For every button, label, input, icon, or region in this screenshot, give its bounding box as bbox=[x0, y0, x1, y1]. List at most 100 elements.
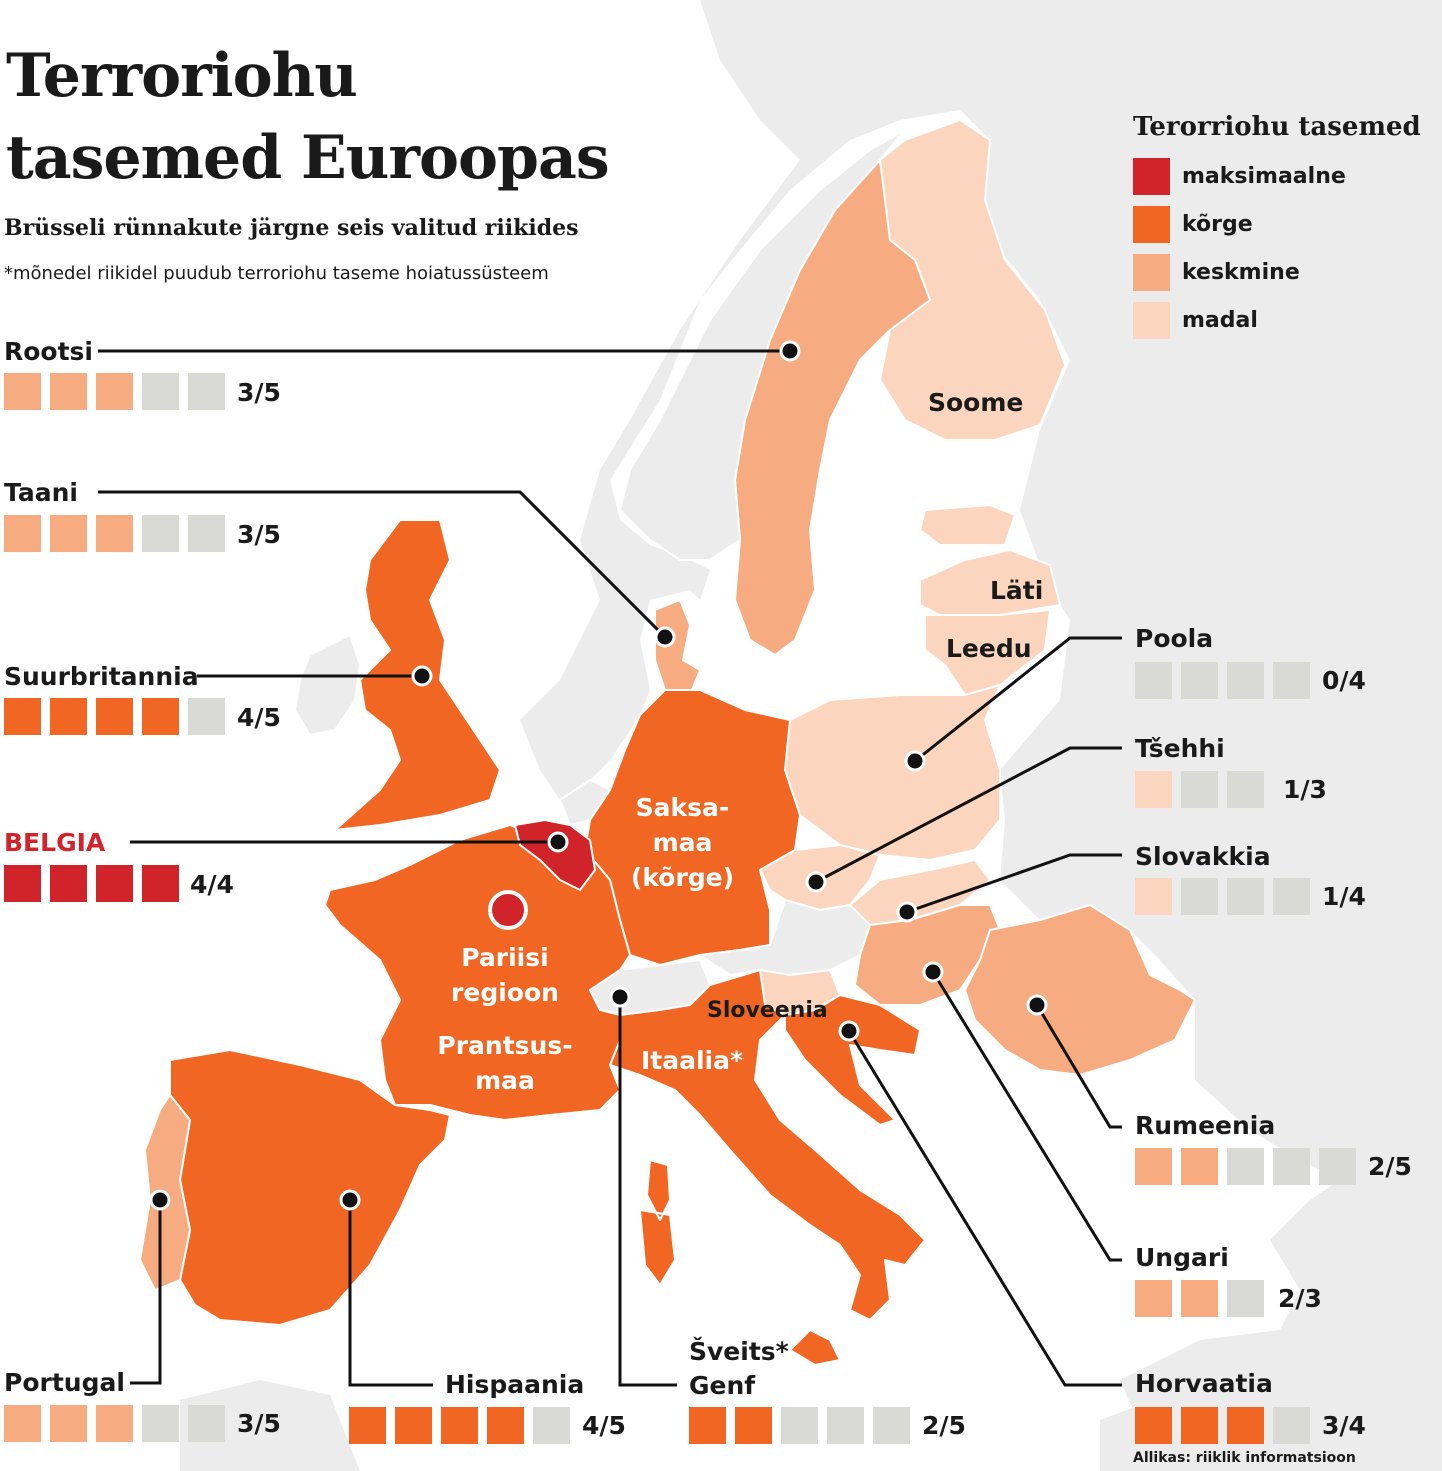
level-box-empty bbox=[1181, 662, 1218, 699]
level-box-empty bbox=[781, 1407, 818, 1444]
level-box-filled bbox=[142, 865, 179, 902]
level-box-filled bbox=[50, 698, 87, 735]
level-box-filled bbox=[50, 865, 87, 902]
score-portugal: 3/5 bbox=[237, 1409, 281, 1438]
level-box-filled bbox=[395, 1407, 432, 1444]
level-box-filled bbox=[50, 1405, 87, 1442]
leader-lines bbox=[98, 349, 1122, 1387]
legend-title: Terorriohu tasemed bbox=[1133, 112, 1421, 142]
score-rumeenia: 2/5 bbox=[1368, 1152, 1412, 1181]
leader-line-portugal bbox=[130, 1200, 162, 1385]
marker-hispaania bbox=[339, 1189, 361, 1211]
level-box-empty bbox=[1273, 1407, 1310, 1444]
marker-rumeenia bbox=[1026, 994, 1048, 1016]
map-norway bbox=[619, 129, 906, 561]
legend-rows: maksimaalne kõrge keskmine madal bbox=[1133, 158, 1421, 339]
level-box-filled bbox=[487, 1407, 524, 1444]
level-box-empty bbox=[1319, 1148, 1356, 1185]
level-box-filled bbox=[1135, 1148, 1172, 1185]
score-belgia: 4/4 bbox=[190, 870, 234, 899]
country-name-belgia: BELGIA bbox=[4, 828, 106, 857]
title-line-2: tasemed Euroopas bbox=[6, 123, 610, 193]
level-box-filled bbox=[4, 1405, 41, 1442]
map-estonia bbox=[919, 504, 1016, 546]
level-box-filled bbox=[1135, 1407, 1172, 1444]
page-title: Terroriohu tasemed Euroopas bbox=[6, 35, 610, 199]
marker-tšehhi bbox=[805, 871, 827, 893]
level-box-empty bbox=[1273, 1148, 1310, 1185]
level-box-filled bbox=[1135, 878, 1172, 915]
level-box-empty bbox=[1227, 878, 1264, 915]
level-box-filled bbox=[4, 515, 41, 552]
legend-item-keskmine: keskmine bbox=[1133, 254, 1421, 291]
legend-item-madal: madal bbox=[1133, 302, 1421, 339]
map-ireland bbox=[294, 634, 361, 736]
map-label-sloveenia: Sloveenia bbox=[707, 998, 828, 1023]
score-ungari: 2/3 bbox=[1278, 1284, 1322, 1313]
level-boxes-horvaatia bbox=[1135, 1407, 1310, 1444]
legend-swatch bbox=[1133, 206, 1170, 243]
leader-line-rumeenia bbox=[1035, 1004, 1122, 1129]
level-box-empty bbox=[827, 1407, 864, 1444]
leader-line-horvaatia bbox=[847, 1030, 1122, 1387]
level-boxes-belgia bbox=[4, 865, 179, 902]
leader-line-tšehhi bbox=[815, 746, 1122, 884]
score-horvaatia: 3/4 bbox=[1322, 1411, 1366, 1440]
level-box-empty bbox=[1181, 771, 1218, 808]
marker-horvaatia bbox=[838, 1020, 860, 1042]
level-boxes-hispaania bbox=[349, 1407, 570, 1444]
legend-swatch bbox=[1133, 302, 1170, 339]
level-boxes-poola bbox=[1135, 662, 1310, 699]
marker-belgia bbox=[547, 831, 569, 853]
subtitle: Brüsseli rünnakute järgne seis valitud r… bbox=[4, 215, 579, 241]
paris-region-marker bbox=[488, 890, 528, 930]
level-boxes-suurbritannia bbox=[4, 698, 225, 735]
leader-line-šveits bbox=[618, 997, 677, 1387]
level-boxes-rumeenia bbox=[1135, 1148, 1356, 1185]
background-land-0 bbox=[520, 0, 1442, 1471]
map-poland bbox=[784, 684, 1001, 861]
leader-line-slovakkia bbox=[906, 853, 1122, 914]
legend-label: keskmine bbox=[1182, 260, 1300, 285]
legend-label: kõrge bbox=[1182, 212, 1253, 237]
country-name-slovakkia: Slovakkia bbox=[1135, 842, 1271, 871]
level-box-empty bbox=[1227, 771, 1264, 808]
leader-line-taani bbox=[98, 490, 667, 639]
legend-swatch bbox=[1133, 254, 1170, 291]
level-boxes-šveits bbox=[689, 1407, 910, 1444]
level-box-filled bbox=[441, 1407, 478, 1444]
country-name-šveits: Šveits* Genf bbox=[689, 1337, 789, 1400]
map-denmark bbox=[654, 599, 701, 696]
level-boxes-tšehhi bbox=[1135, 771, 1264, 808]
country-shapes bbox=[139, 119, 1196, 1366]
level-box-filled bbox=[1181, 1148, 1218, 1185]
level-box-filled bbox=[50, 515, 87, 552]
level-boxes-rootsi bbox=[4, 373, 225, 410]
level-box-filled bbox=[96, 698, 133, 735]
marker-suurbritannia bbox=[411, 665, 433, 687]
map-italy bbox=[609, 969, 926, 1366]
level-box-filled bbox=[96, 373, 133, 410]
level-box-empty bbox=[1135, 662, 1172, 699]
map-label-pariisi-regioon: Pariisi regioon bbox=[451, 943, 559, 1007]
level-box-empty bbox=[1227, 662, 1264, 699]
legend-label: maksimaalne bbox=[1182, 164, 1346, 189]
country-name-poola: Poola bbox=[1135, 624, 1214, 653]
marker-poola bbox=[904, 750, 926, 772]
level-box-empty bbox=[188, 698, 225, 735]
score-šveits: 2/5 bbox=[922, 1411, 966, 1440]
score-rootsi: 3/5 bbox=[237, 378, 281, 407]
level-boxes-portugal bbox=[4, 1405, 225, 1442]
level-box-empty bbox=[188, 515, 225, 552]
leader-line-ungari bbox=[931, 971, 1122, 1262]
legend-label: madal bbox=[1182, 308, 1258, 333]
country-name-ungari: Ungari bbox=[1135, 1243, 1229, 1272]
marker-šveits bbox=[609, 986, 631, 1008]
level-box-empty bbox=[533, 1407, 570, 1444]
level-box-filled bbox=[1227, 1407, 1264, 1444]
legend-item-korge: kõrge bbox=[1133, 206, 1421, 243]
score-poola: 0/4 bbox=[1322, 666, 1366, 695]
level-boxes-slovakkia bbox=[1135, 878, 1310, 915]
level-box-empty bbox=[188, 1405, 225, 1442]
